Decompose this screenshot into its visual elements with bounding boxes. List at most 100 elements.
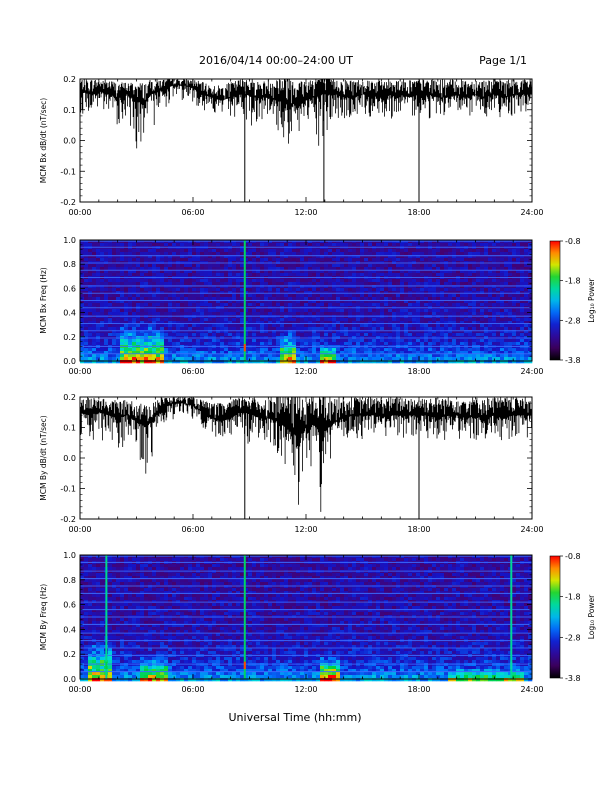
spectrogram-cell xyxy=(208,342,213,346)
spectrogram-cell xyxy=(400,312,405,316)
spectrogram-cell xyxy=(364,288,369,292)
spectrogram-cell xyxy=(312,297,317,301)
spectrogram-cell xyxy=(404,327,409,331)
spectrogram-cell xyxy=(264,291,269,295)
spectrogram-cell xyxy=(320,279,325,283)
spectrogram-cell xyxy=(452,255,457,259)
spectrogram-cell xyxy=(240,351,245,355)
spectrogram-cell xyxy=(180,324,185,328)
spectrogram-cell xyxy=(188,255,193,259)
spectrogram-cell xyxy=(288,279,293,283)
spectrogram-cell xyxy=(188,288,193,292)
spectrogram-cell xyxy=(456,348,461,352)
spectrogram-cell xyxy=(268,303,273,307)
spectrogram-cell xyxy=(84,321,89,325)
spectrogram-cell xyxy=(284,327,289,331)
spectrogram-cell xyxy=(268,324,273,328)
spectrogram-cell xyxy=(184,333,189,337)
spectrogram-cell xyxy=(224,318,229,322)
spectrogram-cell xyxy=(352,324,357,328)
spectrogram-cell xyxy=(380,270,385,274)
spectrogram-cell xyxy=(356,354,361,358)
spectrogram-cell xyxy=(196,291,201,295)
spectrogram-cell xyxy=(172,264,177,268)
x-tick-label: 00:00 xyxy=(68,208,91,217)
spectrogram-cell xyxy=(420,303,425,307)
spectrogram-cell xyxy=(284,273,289,277)
spectrogram-cell xyxy=(460,309,465,313)
spectrogram-cell xyxy=(352,360,357,364)
spectrogram-cell xyxy=(404,255,409,259)
spectrogram-cell xyxy=(348,342,353,346)
spectrogram-cell xyxy=(332,297,337,301)
spectrogram-cell xyxy=(168,294,173,298)
spectrogram-cell xyxy=(492,264,497,268)
spectrogram-cell xyxy=(316,327,321,331)
by-dbdt-panel: 00:00 06:00 12:00 18:00 24:00-0.2-0.10.00.10… xyxy=(39,393,544,534)
spectrogram-cell xyxy=(96,249,101,253)
spectrogram-cell xyxy=(244,291,249,295)
spectrogram-cell xyxy=(484,297,489,301)
spectrogram-cell xyxy=(376,291,381,295)
spectrogram-cell xyxy=(316,282,321,286)
spectrogram-cell xyxy=(476,282,481,286)
spectrogram-cell xyxy=(340,333,345,337)
spectrogram-cell xyxy=(248,294,253,298)
spectrogram-cell xyxy=(336,282,341,286)
spectrogram-cell xyxy=(180,360,185,364)
spectrogram-cell xyxy=(256,327,261,331)
spectrogram-cell xyxy=(84,249,89,253)
spectrogram-cell xyxy=(276,354,281,358)
spectrogram-cell xyxy=(476,273,481,277)
spectrogram-cell xyxy=(236,318,241,322)
spectrogram-cell xyxy=(220,267,225,271)
spectrogram-cell xyxy=(168,303,173,307)
spectrogram-cell xyxy=(376,354,381,358)
spectrogram-cell xyxy=(320,327,325,331)
spectrogram-cell xyxy=(384,312,389,316)
spectrogram-cell xyxy=(196,282,201,286)
spectrogram-cell xyxy=(140,309,145,313)
spectrogram-cell xyxy=(168,333,173,337)
spectrogram-cell xyxy=(148,357,153,361)
spectrogram-cell xyxy=(308,243,313,247)
spectrogram-cell xyxy=(360,354,365,358)
spectrogram-cell xyxy=(384,258,389,262)
spectrogram-cell xyxy=(156,255,161,259)
spectrogram-cell xyxy=(528,297,533,301)
spectrogram-cell xyxy=(312,312,317,316)
spectrogram-cell xyxy=(80,339,85,343)
spectrogram-cell xyxy=(160,333,165,337)
spectrogram-cell xyxy=(220,330,225,334)
spectrogram-cell xyxy=(420,312,425,316)
spectrogram-cell xyxy=(156,297,161,301)
spectrogram-cell xyxy=(484,327,489,331)
spectrogram-cell xyxy=(176,252,181,256)
spectrogram-cell xyxy=(492,354,497,358)
spectrogram-cell xyxy=(136,342,141,346)
spectrogram-cell xyxy=(320,360,325,364)
spectrogram-cell xyxy=(380,291,385,295)
spectrogram-cell xyxy=(516,330,521,334)
spectrogram-cell xyxy=(116,330,121,334)
spectrogram-cell xyxy=(260,255,265,259)
spectrogram-cell xyxy=(80,357,85,361)
spectrogram-cell xyxy=(312,258,317,262)
spectrogram-cell xyxy=(148,324,153,328)
spectrogram-cell xyxy=(208,324,213,328)
spectrogram-cell xyxy=(276,309,281,313)
spectrogram-cell xyxy=(320,321,325,325)
spectrogram-cell xyxy=(216,291,221,295)
spectrogram-cell xyxy=(380,318,385,322)
spectrogram-cell xyxy=(372,258,377,262)
spectrogram-cell xyxy=(464,312,469,316)
spectrogram-cell xyxy=(252,312,257,316)
colorbar-tick-label: -0.8 xyxy=(565,237,581,246)
spectrogram-cell xyxy=(468,273,473,277)
spectrogram-cell xyxy=(80,297,85,301)
spectrogram-cell xyxy=(180,288,185,292)
spectrogram-cell xyxy=(252,348,257,352)
spectrogram-cell xyxy=(152,282,157,286)
spectrogram-cell xyxy=(444,267,449,271)
spectrogram-cell xyxy=(400,318,405,322)
